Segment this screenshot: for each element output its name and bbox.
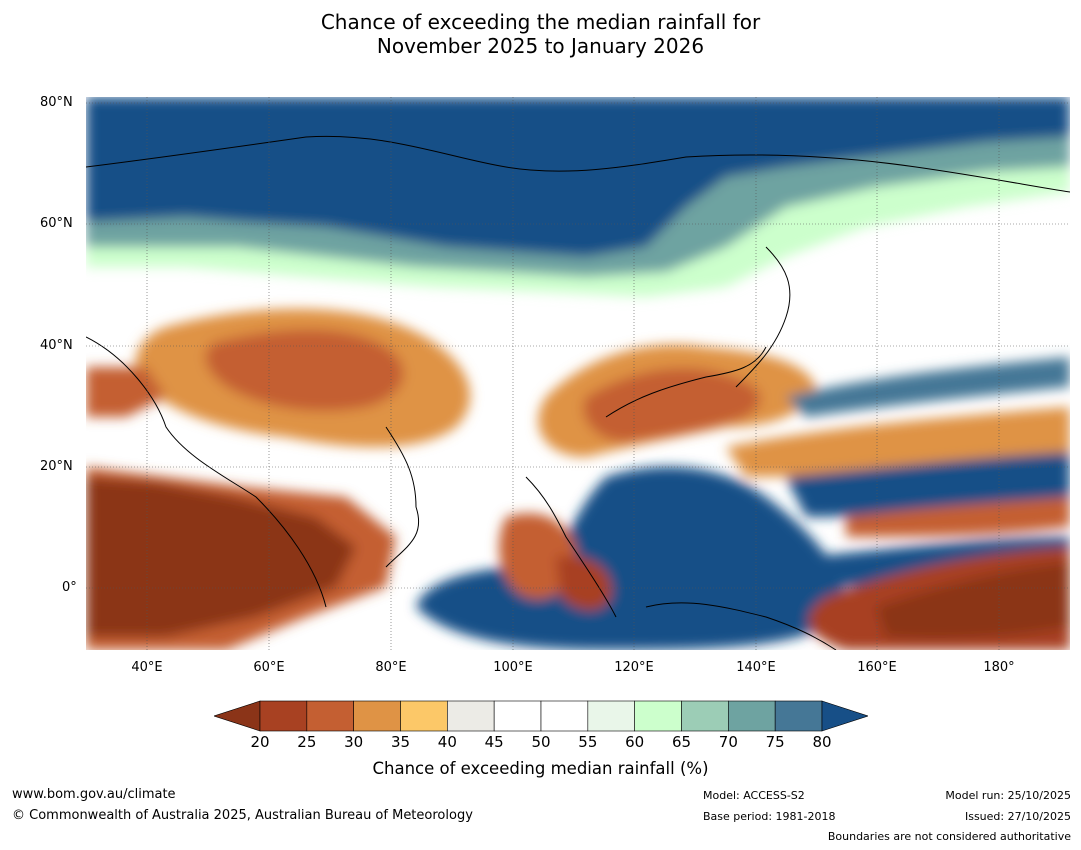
colorbar-tick-label: 20 <box>250 733 270 751</box>
colorbar-tick-label: 55 <box>578 733 598 751</box>
lat-label-20n: 20°N <box>40 459 73 474</box>
lat-label-60n: 60°N <box>40 216 73 231</box>
footer-copyright: © Commonwealth of Australia 2025, Austra… <box>12 808 473 823</box>
colorbar-tick-label: 80 <box>812 733 832 751</box>
colorbar-segment <box>634 700 682 732</box>
chart-title-line2: November 2025 to January 2026 <box>376 34 705 58</box>
colorbar-segment <box>400 700 448 732</box>
colorbar-segment <box>540 700 589 732</box>
chart-title-line1: Chance of exceeding the median rainfall … <box>320 10 761 34</box>
colorbar-tick-label: 70 <box>718 733 738 751</box>
colorbar-segment <box>774 700 823 732</box>
colorbar-segment <box>353 700 401 732</box>
colorbar-tick-label: 40 <box>437 733 457 751</box>
footer-model-run: Model run: 25/10/2025 <box>945 789 1071 802</box>
colorbar-tick-label: 60 <box>625 733 645 751</box>
coastlines <box>86 135 1070 650</box>
rainfall-map <box>86 97 1070 650</box>
colorbar-tick-label: 30 <box>344 733 364 751</box>
colorbar <box>214 700 868 732</box>
colorbar-tick-label: 45 <box>484 733 504 751</box>
colorbar-tick-label: 50 <box>531 733 551 751</box>
colorbar-segment <box>587 700 635 732</box>
colorbar-tick-label: 75 <box>765 733 785 751</box>
colorbar-title: Chance of exceeding median rainfall (%) <box>372 759 709 778</box>
lat-label-80n: 80°N <box>40 95 73 110</box>
lon-label-180: 180° <box>983 660 1015 675</box>
footer-url: www.bom.gov.au/climate <box>12 787 176 802</box>
lon-label-40e: 40°E <box>131 660 163 675</box>
lat-label-40n: 40°N <box>40 338 73 353</box>
lon-label-160e: 160°E <box>857 660 897 675</box>
lon-label-60e: 60°E <box>253 660 285 675</box>
colorbar-segment <box>447 700 495 732</box>
colorbar-segment <box>681 700 729 732</box>
graticule <box>86 97 1070 650</box>
colorbar-tick-label: 25 <box>297 733 317 751</box>
lon-label-80e: 80°E <box>375 660 407 675</box>
colorbar-segment <box>493 700 542 732</box>
colorbar-tick-label: 65 <box>671 733 692 751</box>
footer-disclaimer: Boundaries are not considered authoritat… <box>827 830 1071 843</box>
footer-model: Model: ACCESS-S2 <box>703 789 805 802</box>
lat-label-0: 0° <box>62 580 77 595</box>
colorbar-segment <box>259 700 308 732</box>
lon-label-100e: 100°E <box>493 660 533 675</box>
colorbar-under-arrow <box>214 700 261 732</box>
colorbar-segment <box>728 700 776 732</box>
rainfall-field <box>86 97 1070 650</box>
lon-label-120e: 120°E <box>614 660 654 675</box>
colorbar-tick-label: 35 <box>390 733 411 751</box>
lon-label-140e: 140°E <box>736 660 776 675</box>
colorbar-segment <box>306 700 354 732</box>
colorbar-over-arrow <box>821 700 868 732</box>
footer-base-period: Base period: 1981-2018 <box>703 810 836 823</box>
footer-issued: Issued: 27/10/2025 <box>964 810 1071 823</box>
